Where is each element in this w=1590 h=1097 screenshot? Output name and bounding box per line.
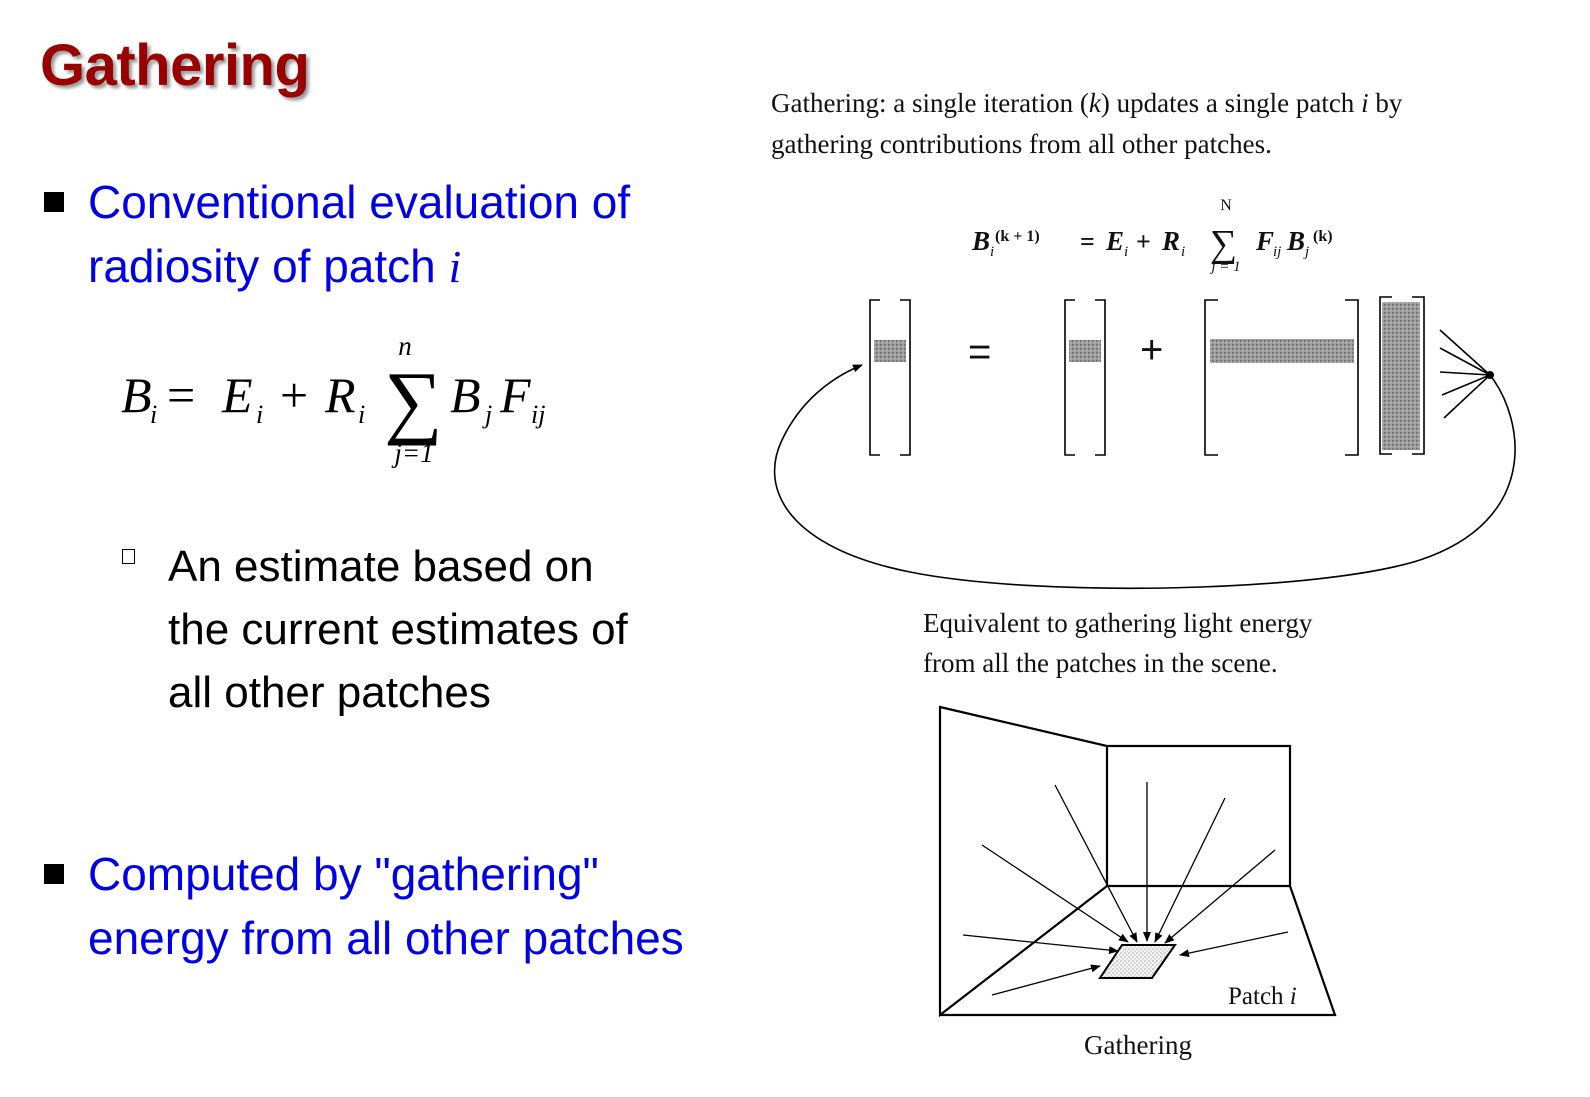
iter-eq-b-sup: (k + 1) [995,228,1040,245]
iter-eq-e: E [1105,226,1124,256]
gathering-rays [1439,329,1491,419]
caption-top-line-1: Gathering: a single iteration (k) update… [771,88,1403,118]
room-scene [938,705,1337,1018]
eq-e: E [221,367,253,423]
eq-sum-icon: ∑ [384,355,442,446]
iteration-loop-arrow [773,364,1516,590]
iter-eq-sum-upper: N [1220,197,1232,214]
matrix-plus-sign: + [1140,328,1163,372]
subbullet-line-2: the current estimates of [168,605,628,654]
iter-eq-e-sub: i [1124,244,1128,260]
caption-top-line-2: gathering contributions from all other p… [771,129,1272,159]
eq-equals-sign: = [167,367,195,423]
subbullet-line-1: An estimate based on [168,542,594,591]
iter-eq-bj: B [1286,226,1305,256]
eq-plus-sign: + [280,367,308,423]
iter-eq-sum-lower: j = 1 [1209,259,1240,275]
emission-vector-row [1069,340,1101,362]
bullet-text: Computed by "gathering" energy from all … [88,842,684,970]
matrix-equals-sign: = [968,330,991,374]
bullet-line-1: Computed by "gathering" [88,848,599,900]
iter-eq-f-sub: ij [1273,244,1281,260]
iter-eq-plus-sign: + [1136,227,1151,256]
iter-eq-r-sub: i [1181,244,1185,260]
bullet-line-2: radiosity of patch [88,240,449,292]
eq-b-sub: i [150,400,157,429]
left-wall [938,705,1109,1018]
iter-eq-f: F [1255,226,1274,256]
iter-eq-sum-icon: ∑ [1210,223,1237,265]
eq-r-sub: i [358,400,365,429]
lhs-vector-brackets [869,299,911,456]
form-factor-matrix-brackets [1204,299,1359,456]
radiosity-vector-brackets [1379,296,1425,455]
bullet-text: Conventional evaluation of radiosity of … [88,170,630,299]
bullet-square-icon [44,864,64,884]
matrix-operators: = + [968,328,1163,374]
matrix-diagram [773,296,1516,590]
radiosity-vector-column [1382,302,1420,450]
patch-i-label: Patch i [1228,983,1297,1010]
eq-b: B [121,367,152,423]
eq-sum-lower: j=1 [391,438,433,468]
subbullet-square-icon [122,549,135,564]
back-wall [1107,744,1292,888]
incoming-light-arrows [962,782,1289,996]
caption-mid-line-1: Equivalent to gathering light energy [923,608,1313,638]
figure-caption-middle: Equivalent to gathering light energy fro… [923,603,1312,683]
bullet-square-icon [44,192,64,212]
patch-variable: i [448,241,462,292]
eq-f-sub: ij [531,400,545,429]
floor-edges [940,885,1337,1017]
subbullet-text: An estimate based on the current estimat… [168,535,628,724]
eq-e-sub: i [256,400,263,429]
iter-eq-b-sub: i [990,244,994,260]
eq-r: R [324,367,356,423]
iter-eq-bj-sup: (k) [1313,228,1333,245]
bullet-line-1: Conventional evaluation of [88,176,631,228]
iter-eq-b: B [971,226,990,256]
iteration-equation: B i (k + 1) = E i + R i N ∑ j = 1 F ij B… [971,197,1333,275]
iter-eq-bj-sub: j [1303,244,1309,260]
bullet-line-2: energy from all other patches [88,912,684,964]
figure-caption-bottom: Gathering [1084,1030,1192,1060]
eq-f: F [499,367,531,423]
emission-vector-brackets [1064,299,1106,456]
eq-bj-sub: j [482,400,492,429]
slide-title: Gathering [40,33,310,98]
eq-bj: B [450,367,481,423]
caption-mid-line-2: from all the patches in the scene. [923,648,1278,678]
iter-eq-equals-sign: = [1080,227,1095,256]
radiosity-equation: B i = E i + R i n ∑ j=1 B j F ij [121,331,545,468]
eq-sum-upper: n [398,331,412,361]
subbullet-line-3: all other patches [168,668,491,717]
figure-caption-top: Gathering: a single iteration (k) update… [771,83,1402,165]
lhs-vector-row [874,340,906,362]
form-factor-matrix-row [1210,339,1354,363]
iter-eq-r: R [1161,226,1180,256]
